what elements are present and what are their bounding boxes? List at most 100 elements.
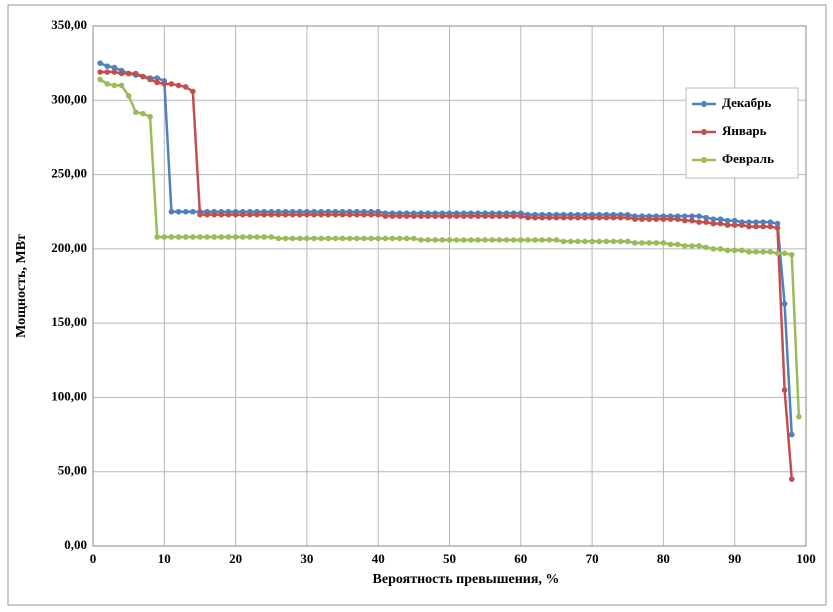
data-point xyxy=(689,243,695,249)
data-point xyxy=(304,211,310,218)
data-point xyxy=(724,217,731,224)
data-point xyxy=(774,220,781,227)
data-point xyxy=(596,238,603,245)
data-point xyxy=(332,235,339,242)
plot-area xyxy=(92,25,807,547)
data-point xyxy=(118,82,125,89)
data-point xyxy=(674,216,681,222)
data-point xyxy=(610,214,617,221)
data-point xyxy=(710,220,717,227)
data-point xyxy=(546,214,553,221)
data-point xyxy=(731,222,738,228)
data-point xyxy=(325,211,332,218)
data-point xyxy=(518,237,524,243)
data-point xyxy=(689,213,695,219)
data-point xyxy=(125,70,132,77)
data-point xyxy=(254,234,260,240)
data-point xyxy=(753,219,759,225)
data-point xyxy=(739,247,745,254)
data-point xyxy=(418,213,424,219)
data-point xyxy=(575,214,581,221)
data-point xyxy=(653,240,660,246)
data-point xyxy=(154,234,160,240)
data-point xyxy=(396,213,403,219)
data-point xyxy=(175,82,182,89)
data-point xyxy=(482,213,488,219)
data-point xyxy=(746,219,752,225)
legend-label: Декабрь xyxy=(722,95,771,110)
data-point xyxy=(681,213,688,219)
data-point xyxy=(147,113,153,120)
data-point xyxy=(624,238,631,245)
data-point xyxy=(432,213,439,219)
data-point xyxy=(296,211,303,218)
data-point xyxy=(425,237,431,243)
data-point xyxy=(282,211,289,218)
data-point xyxy=(204,234,210,240)
data-point xyxy=(339,211,346,218)
data-point xyxy=(197,234,203,240)
data-point xyxy=(553,237,560,243)
data-point xyxy=(389,235,396,242)
data-point xyxy=(104,63,111,69)
data-point xyxy=(739,222,745,228)
data-point xyxy=(411,213,417,219)
data-point xyxy=(717,246,724,252)
data-point xyxy=(204,211,210,218)
data-point xyxy=(190,88,196,95)
data-point xyxy=(710,216,717,222)
data-point xyxy=(667,216,674,222)
data-point xyxy=(211,211,218,218)
data-point xyxy=(296,235,303,242)
data-point xyxy=(746,223,752,230)
data-point xyxy=(539,214,545,221)
y-tick-label: 350,00 xyxy=(51,17,87,32)
data-point xyxy=(503,237,510,243)
data-point xyxy=(261,211,267,218)
data-point xyxy=(774,225,781,231)
data-point xyxy=(211,234,218,240)
data-point xyxy=(674,241,681,248)
data-point xyxy=(247,234,253,240)
data-point xyxy=(468,237,474,243)
data-point xyxy=(132,109,139,115)
data-point xyxy=(396,235,403,242)
data-point xyxy=(111,69,118,75)
x-tick-label: 60 xyxy=(514,551,527,566)
data-point xyxy=(746,249,752,255)
data-point xyxy=(603,214,610,221)
data-point xyxy=(346,211,353,218)
legend-label: Январь xyxy=(722,123,767,138)
data-point xyxy=(97,60,103,66)
data-point xyxy=(774,250,781,257)
data-point xyxy=(175,234,182,240)
data-point xyxy=(268,211,275,218)
data-point xyxy=(332,211,339,218)
x-tick-label: 80 xyxy=(657,551,670,566)
data-point xyxy=(161,81,168,87)
data-point xyxy=(140,110,146,117)
x-tick-label: 30 xyxy=(300,551,313,566)
data-point xyxy=(767,219,774,225)
data-point xyxy=(503,213,510,219)
data-point xyxy=(532,214,538,221)
data-point xyxy=(175,208,182,215)
x-tick-label: 70 xyxy=(586,551,599,566)
data-point xyxy=(468,213,474,219)
data-point xyxy=(104,69,111,75)
data-point xyxy=(239,211,246,218)
data-point xyxy=(311,211,317,218)
data-point xyxy=(781,301,788,307)
data-point xyxy=(703,244,709,251)
data-point xyxy=(132,70,139,77)
y-tick-label: 100,00 xyxy=(51,388,87,403)
data-point xyxy=(382,235,389,242)
x-tick-label: 90 xyxy=(728,551,741,566)
legend-marker xyxy=(701,129,707,135)
data-point xyxy=(111,64,118,71)
data-point xyxy=(482,237,488,243)
data-point xyxy=(190,234,196,240)
data-point xyxy=(596,214,603,221)
data-point xyxy=(446,213,453,219)
data-point xyxy=(703,214,709,221)
